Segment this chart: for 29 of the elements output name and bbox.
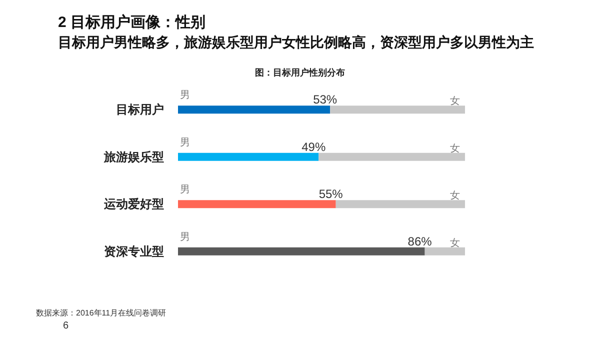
text: 男 bbox=[180, 137, 190, 148]
text: 6 bbox=[63, 320, 69, 332]
bar bbox=[178, 247, 425, 256]
text: 男 bbox=[180, 184, 190, 196]
text: 女 bbox=[450, 190, 460, 202]
series-label: 女 bbox=[450, 95, 460, 108]
data-label: 55% bbox=[318, 187, 344, 202]
y-tick-label: 旅游娱乐型 bbox=[103, 150, 164, 164]
text: 女 bbox=[450, 143, 460, 154]
text: 男 bbox=[180, 232, 190, 243]
data-label: 53% bbox=[313, 92, 338, 107]
bar bbox=[178, 106, 330, 114]
text: 女 bbox=[450, 238, 460, 249]
data-label: 86% bbox=[408, 234, 432, 248]
bar bbox=[318, 152, 465, 161]
y-tick-label: 资深专业型 bbox=[104, 244, 164, 258]
bar bbox=[424, 247, 465, 256]
chart-subtitle: 目标用户男性略多，旅游娱乐型用户女性比例略高，资深型用户多以男性为主 bbox=[58, 34, 534, 50]
bar bbox=[330, 106, 465, 114]
text: 图：目标用户性别分布 bbox=[255, 68, 345, 78]
bar bbox=[178, 200, 336, 208]
data-label: 49% bbox=[302, 140, 326, 154]
y-tick-label: 运动爱好型 bbox=[103, 197, 164, 212]
source-note: 数据来源：2016年11月在线问卷调研 bbox=[36, 308, 166, 318]
bar bbox=[336, 200, 465, 208]
bar bbox=[178, 152, 319, 161]
series-label: 男 bbox=[180, 90, 190, 102]
y-tick-label: 目标用户 bbox=[116, 102, 164, 117]
chart-title: 2 目标用户画像：性别 bbox=[58, 13, 206, 31]
